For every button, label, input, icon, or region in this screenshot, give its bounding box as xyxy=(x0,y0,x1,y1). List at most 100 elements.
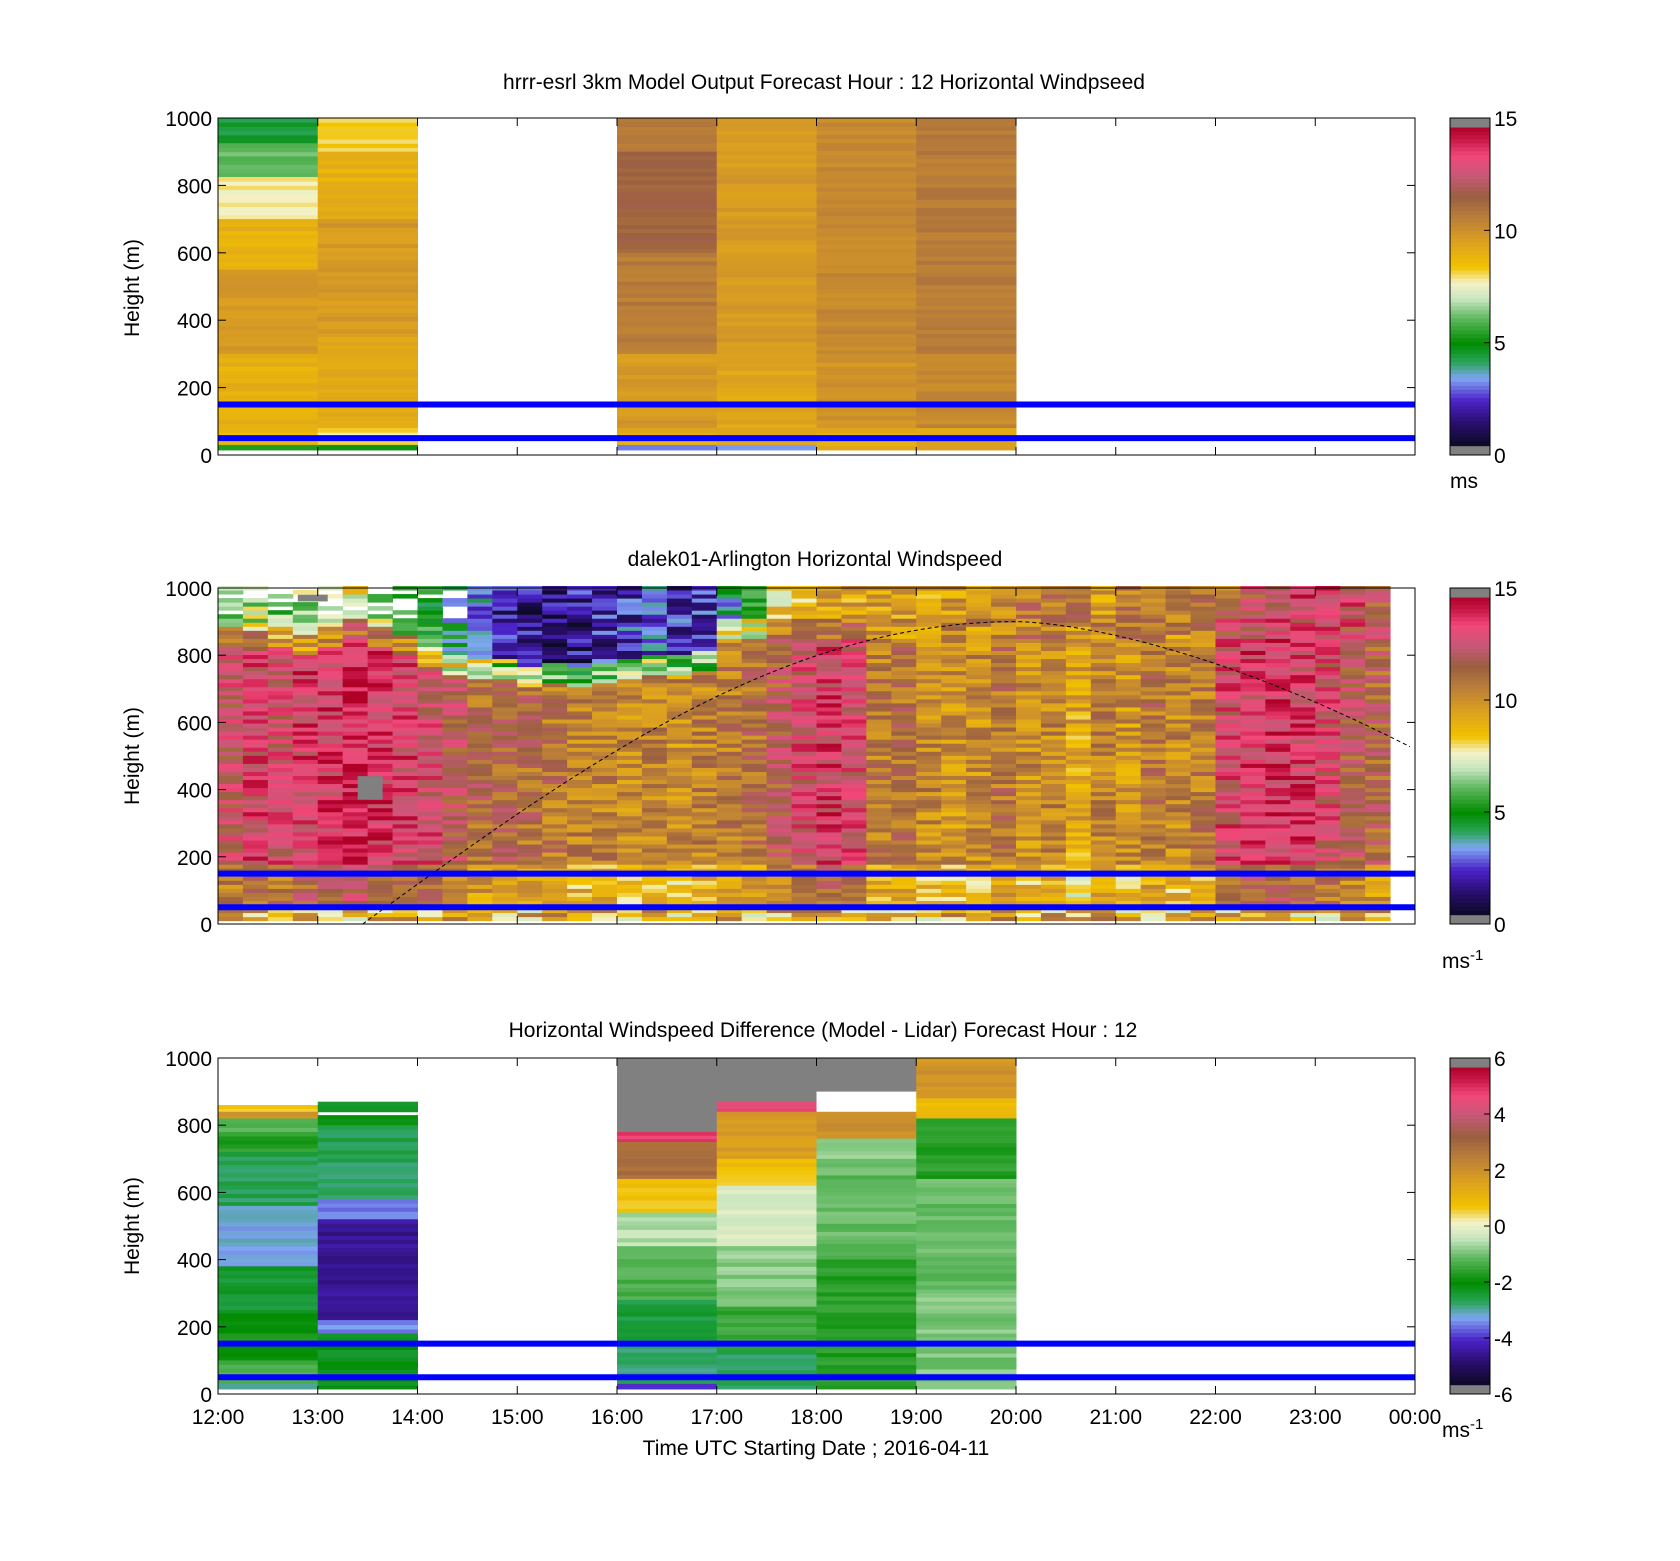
heatmap-cell xyxy=(641,662,668,668)
heatmap-cell xyxy=(517,815,543,821)
heatmap-cell xyxy=(641,811,668,817)
heatmap-cell xyxy=(367,731,394,736)
heatmap-cell xyxy=(1240,892,1266,897)
heatmap-cell xyxy=(941,864,967,869)
heatmap-cell xyxy=(1165,743,1192,748)
heatmap-cell xyxy=(1240,638,1266,643)
heatmap-cell xyxy=(641,658,668,664)
heatmap-cell xyxy=(941,590,967,595)
heatmap-cell xyxy=(492,876,518,881)
heatmap-cell xyxy=(218,1313,319,1318)
heatmap-cell xyxy=(1016,666,1042,672)
heatmap-cell xyxy=(317,852,344,857)
heatmap-cell xyxy=(567,606,593,611)
heatmap-cell xyxy=(492,594,518,599)
heatmap-cell xyxy=(1215,775,1241,781)
heatmap-cell xyxy=(517,876,543,881)
heatmap-cell xyxy=(592,739,618,744)
heatmap-cell xyxy=(1040,618,1067,623)
heatmap-cell xyxy=(218,666,244,672)
heatmap-cell xyxy=(741,606,768,611)
heatmap-cell xyxy=(791,710,817,716)
heatmap-cell xyxy=(1190,876,1216,881)
heatmap-cell xyxy=(716,187,817,192)
colorbar-swatch xyxy=(1450,294,1490,300)
heatmap-cell xyxy=(617,1229,718,1235)
heatmap-cell xyxy=(891,783,917,789)
heatmap-cell xyxy=(1190,678,1216,684)
heatmap-cell xyxy=(791,763,817,768)
heatmap-cell xyxy=(766,678,793,684)
colorbar-swatch xyxy=(1450,910,1490,916)
colorbar-swatch xyxy=(1450,799,1490,805)
heatmap-cell xyxy=(1065,815,1092,821)
heatmap-cell xyxy=(666,876,693,881)
colorbar-swatch xyxy=(1450,752,1490,757)
heatmap-cell xyxy=(492,759,518,764)
heatmap-cell xyxy=(716,1147,817,1152)
heatmap-cell xyxy=(392,900,418,906)
heatmap-cell xyxy=(741,908,768,914)
heatmap-cell xyxy=(567,908,593,914)
heatmap-cell xyxy=(218,130,319,136)
heatmap-cell xyxy=(816,1130,917,1136)
heatmap-cell xyxy=(916,880,942,885)
heatmap-cell xyxy=(1140,626,1167,631)
heatmap-cell xyxy=(916,666,942,672)
heatmap-cell xyxy=(716,694,743,700)
heatmap-cell xyxy=(342,795,369,801)
heatmap-cell xyxy=(1016,771,1042,776)
heatmap-cell xyxy=(641,678,668,684)
heatmap-cell xyxy=(866,686,892,692)
heatmap-cell xyxy=(1365,654,1391,660)
heatmap-cell xyxy=(218,1270,319,1275)
heatmap-cell xyxy=(542,912,568,918)
heatmap-cell xyxy=(342,840,369,845)
heatmap-cell xyxy=(1265,783,1291,789)
heatmap-cell xyxy=(218,1383,319,1390)
heatmap-cell xyxy=(1140,755,1167,760)
heatmap-cell xyxy=(492,614,518,619)
heatmap-cell xyxy=(242,715,269,720)
heatmap-cell xyxy=(342,888,369,893)
heatmap-cell xyxy=(691,783,718,789)
heatmap-cell xyxy=(317,706,344,712)
heatmap-cell xyxy=(716,1115,817,1121)
heatmap-cell xyxy=(816,1235,917,1240)
heatmap-cell xyxy=(592,900,618,906)
heatmap-cell xyxy=(1365,908,1391,914)
heatmap-cell xyxy=(916,594,942,599)
heatmap-cell xyxy=(317,312,418,318)
heatmap-cell xyxy=(1265,916,1291,922)
heatmap-cell xyxy=(417,610,443,615)
heatmap-cell xyxy=(317,844,344,849)
heatmap-cell xyxy=(542,811,568,817)
heatmap-cell xyxy=(617,1138,718,1143)
heatmap-cell xyxy=(1090,888,1117,893)
heatmap-cell xyxy=(991,783,1017,789)
heatmap-cell xyxy=(617,252,718,258)
heatmap-cell xyxy=(617,654,643,660)
heatmap-cell xyxy=(816,908,842,914)
heatmap-cell xyxy=(467,658,493,664)
heatmap-cell xyxy=(666,702,693,708)
heatmap-cell xyxy=(991,803,1017,809)
heatmap-cell xyxy=(966,630,992,635)
heatmap-cell xyxy=(1340,803,1366,809)
heatmap-cell xyxy=(1365,682,1391,688)
heatmap-cell xyxy=(1190,799,1216,805)
heatmap-cell xyxy=(991,916,1017,922)
heatmap-cell xyxy=(916,763,942,768)
heatmap-cell xyxy=(317,634,344,639)
heatmap-cell xyxy=(1340,666,1366,672)
heatmap-cell xyxy=(492,598,518,603)
heatmap-cell xyxy=(916,831,942,837)
heatmap-cell xyxy=(592,916,618,922)
heatmap-cell xyxy=(916,382,1017,388)
heatmap-cell xyxy=(1290,743,1316,748)
colorbar-swatch xyxy=(1450,898,1490,904)
heatmap-cell xyxy=(417,815,443,821)
heatmap-cell xyxy=(891,686,917,692)
heatmap-cell xyxy=(1140,710,1167,716)
heatmap-cell xyxy=(1115,590,1142,595)
